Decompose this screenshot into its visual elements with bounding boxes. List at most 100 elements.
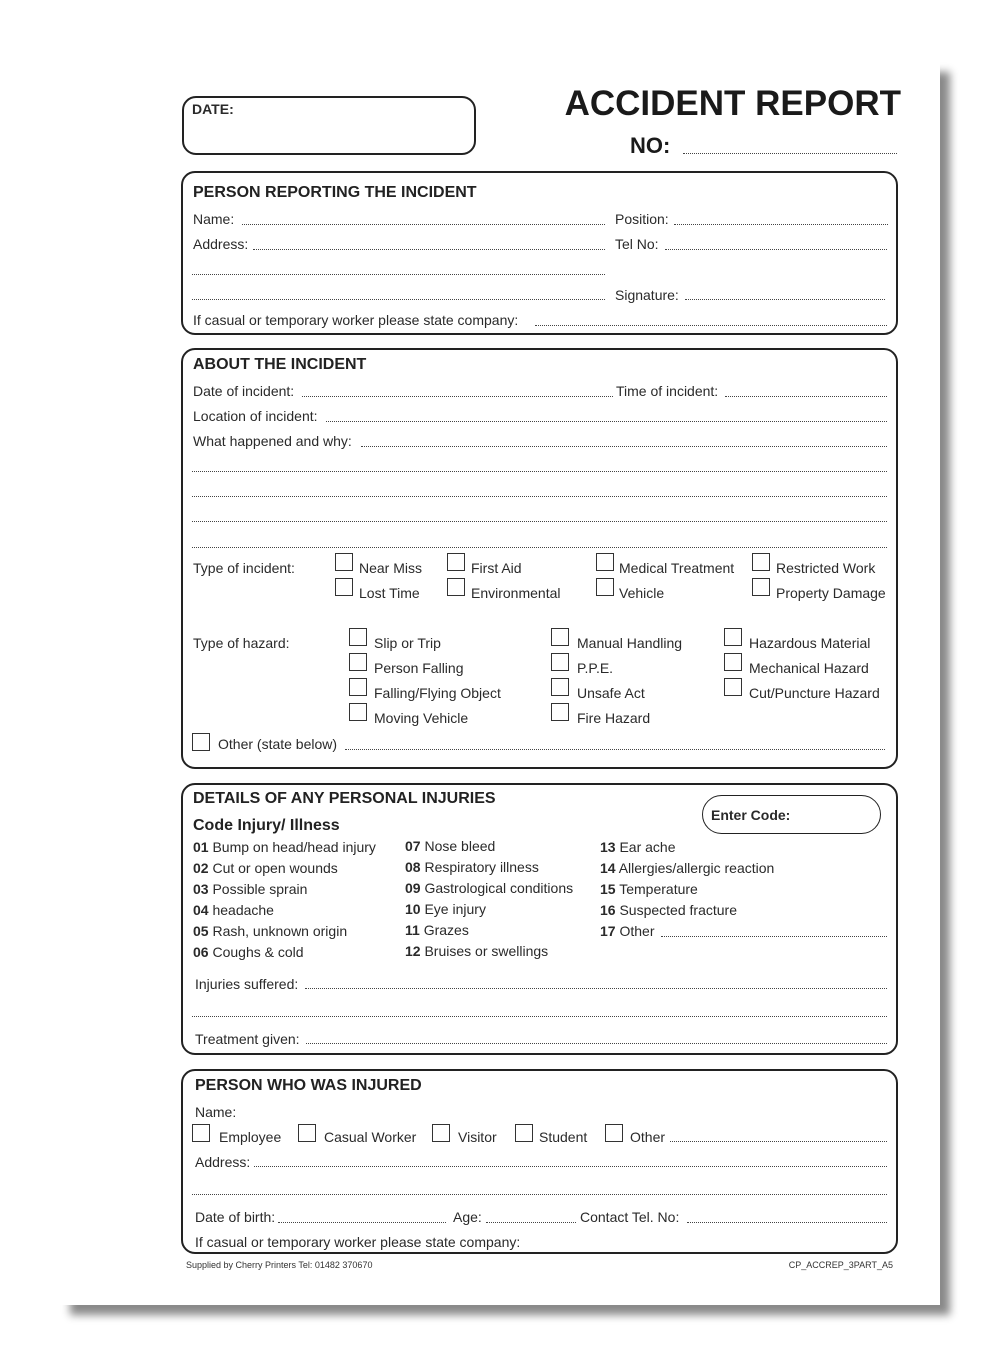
injury-code-number: 15: [600, 881, 616, 897]
signature-field[interactable]: [685, 299, 885, 300]
dob-label: Date of birth:: [195, 1209, 276, 1225]
type-of-incident-label: Type of incident:: [193, 560, 295, 576]
injury-code-item: 15 Temperature: [600, 881, 698, 897]
hazard-checkbox[interactable]: [551, 703, 569, 721]
age-field[interactable]: [486, 1222, 576, 1223]
injuries-suffered-field[interactable]: [305, 988, 887, 989]
address-label: Address:: [195, 1154, 251, 1170]
injuries-suffered-line[interactable]: [192, 1016, 887, 1017]
hazard-checkbox[interactable]: [724, 628, 742, 646]
treatment-field[interactable]: [306, 1043, 887, 1044]
what-happened-line[interactable]: [192, 471, 887, 472]
injury-code-item: 12 Bruises or swellings: [405, 943, 548, 959]
environmental-checkbox[interactable]: [447, 578, 465, 596]
restricted-work-checkbox[interactable]: [752, 553, 770, 571]
name-label: Name:: [195, 1104, 237, 1120]
other-code-field[interactable]: [661, 936, 887, 937]
hazard-checkbox[interactable]: [724, 678, 742, 696]
hazard-label: Moving Vehicle: [374, 710, 469, 726]
hazard-label: Slip or Trip: [374, 635, 441, 651]
what-happened-line[interactable]: [192, 496, 887, 497]
injuries-section: [181, 783, 898, 1055]
what-happened-line[interactable]: [192, 547, 887, 548]
hazard-label: Hazardous Material: [749, 635, 871, 651]
address-field[interactable]: [253, 249, 605, 250]
hazard-checkbox[interactable]: [551, 678, 569, 696]
address-line[interactable]: [192, 299, 605, 300]
injury-code-item: 01 Bump on head/head injury: [193, 839, 376, 855]
hazard-checkbox[interactable]: [349, 628, 367, 646]
other-hazard-checkbox[interactable]: [192, 733, 210, 751]
address-line[interactable]: [192, 274, 605, 275]
incident-section: [181, 348, 898, 769]
age-label: Age:: [453, 1209, 482, 1225]
medical-treatment-checkbox[interactable]: [596, 553, 614, 571]
injury-code-item: 09 Gastrological conditions: [405, 880, 573, 896]
other-hazard-field[interactable]: [345, 749, 885, 750]
date-box[interactable]: [182, 96, 476, 155]
time-of-incident-field[interactable]: [725, 396, 887, 397]
tel-field[interactable]: [665, 249, 887, 250]
lost-time-checkbox[interactable]: [335, 578, 353, 596]
time-of-incident-label: Time of incident:: [616, 383, 719, 399]
hazard-checkbox[interactable]: [551, 628, 569, 646]
injury-code-label: Bruises or swellings: [424, 943, 549, 959]
injury-code-item: 03 Possible sprain: [193, 881, 307, 897]
position-field[interactable]: [674, 224, 888, 225]
section-heading: PERSON WHO WAS INJURED: [195, 1077, 422, 1094]
injury-code-label: Coughs & cold: [212, 944, 304, 960]
date-of-incident-field[interactable]: [302, 396, 613, 397]
hazard-checkbox[interactable]: [349, 653, 367, 671]
property-damage-checkbox[interactable]: [752, 578, 770, 596]
hazard-checkbox[interactable]: [724, 653, 742, 671]
casual-worker-checkbox[interactable]: [298, 1124, 316, 1142]
address-field[interactable]: [254, 1166, 887, 1167]
student-checkbox[interactable]: [515, 1124, 533, 1142]
location-label: Location of incident:: [193, 408, 318, 424]
injury-code-number: 14: [600, 860, 616, 876]
injury-code-number: 16: [600, 902, 616, 918]
employee-checkbox[interactable]: [192, 1124, 210, 1142]
no-field[interactable]: [683, 153, 897, 154]
contact-label: Contact Tel. No:: [580, 1209, 680, 1225]
enter-code-field[interactable]: [702, 795, 881, 834]
visitor-checkbox[interactable]: [432, 1124, 450, 1142]
hazard-label: Manual Handling: [577, 635, 683, 651]
near-miss-checkbox[interactable]: [335, 553, 353, 571]
location-field[interactable]: [326, 421, 887, 422]
casual-company-field[interactable]: [535, 325, 887, 326]
injury-code-number: 02: [193, 860, 209, 876]
hazard-checkbox[interactable]: [349, 703, 367, 721]
injury-code-label: Gastrological conditions: [424, 880, 574, 896]
tel-label: Tel No:: [615, 236, 659, 252]
contact-field[interactable]: [687, 1222, 887, 1223]
injury-code-label: Possible sprain: [212, 881, 308, 897]
injury-code-label: Temperature: [619, 881, 698, 897]
vehicle-label: Vehicle: [619, 585, 665, 601]
injury-code-item: 06 Coughs & cold: [193, 944, 304, 960]
injury-code-label: Cut or open wounds: [212, 860, 338, 876]
other-checkbox[interactable]: [605, 1124, 623, 1142]
injury-code-label: Other: [619, 923, 655, 939]
dob-field[interactable]: [278, 1222, 446, 1223]
casual-worker-label: Casual Worker: [324, 1129, 417, 1145]
name-field[interactable]: [242, 224, 605, 225]
address-line[interactable]: [192, 1194, 887, 1195]
signature-label: Signature:: [615, 287, 679, 303]
injury-code-label: Nose bleed: [424, 838, 496, 854]
other-hazard-label: Other (state below): [218, 736, 338, 752]
what-happened-field[interactable]: [361, 446, 887, 447]
visitor-label: Visitor: [458, 1129, 497, 1145]
injury-code-number: 08: [405, 859, 421, 875]
other-field[interactable]: [670, 1141, 887, 1142]
injury-code-label: Rash, unknown origin: [212, 923, 348, 939]
what-happened-line[interactable]: [192, 521, 887, 522]
vehicle-checkbox[interactable]: [596, 578, 614, 596]
injury-code-item: 08 Respiratory illness: [405, 859, 539, 875]
hazard-checkbox[interactable]: [349, 678, 367, 696]
supplier-text: Supplied by Cherry Printers Tel: 01482 3…: [186, 1260, 373, 1270]
injury-code-number: 07: [405, 838, 421, 854]
form-reference: CP_ACCREP_3PART_A5: [788, 1260, 893, 1270]
first-aid-checkbox[interactable]: [447, 553, 465, 571]
hazard-checkbox[interactable]: [551, 653, 569, 671]
